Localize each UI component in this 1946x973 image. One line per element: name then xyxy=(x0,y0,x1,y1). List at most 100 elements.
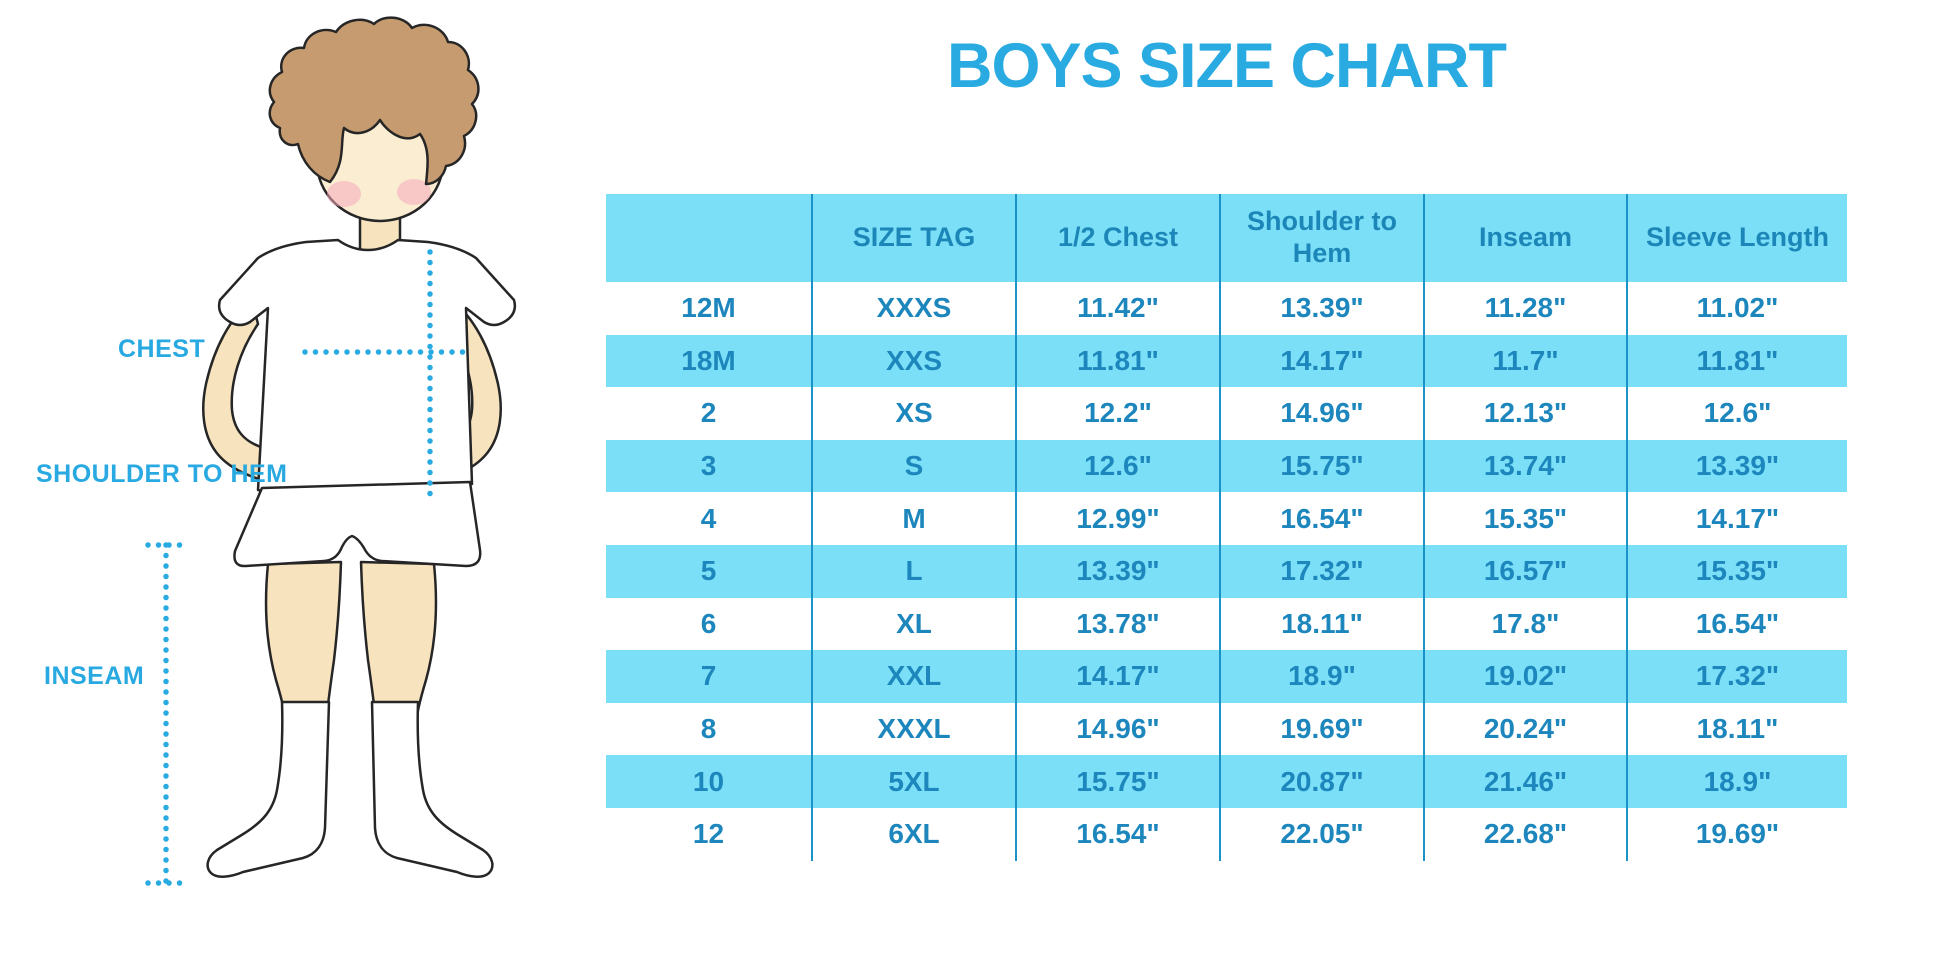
table-cell: 15.75" xyxy=(1015,755,1220,808)
table-cell: XXS xyxy=(811,334,1016,388)
column-header xyxy=(606,194,812,282)
column-header: SIZE TAG xyxy=(811,194,1016,282)
table-cell: 5XL xyxy=(811,755,1016,808)
table-cell: 14.96" xyxy=(1219,387,1424,440)
table-cell: 15.35" xyxy=(1423,492,1627,545)
table-cell: XXXS xyxy=(811,282,1016,335)
table-cell: 20.24" xyxy=(1423,702,1627,756)
table-cell: 12 xyxy=(606,807,812,861)
chest-label: CHEST xyxy=(118,335,206,363)
table-cell: 11.42" xyxy=(1015,282,1220,335)
table-cell: 16.54" xyxy=(1015,807,1220,861)
table-cell: 12.99" xyxy=(1015,492,1220,545)
table-row: 5 L 13.39" 17.32" 16.57" 15.35" xyxy=(606,544,1847,598)
boy-hair xyxy=(268,16,480,186)
table-cell: 12.2" xyxy=(1015,387,1220,440)
table-cell: 11.02" xyxy=(1626,282,1847,335)
table-cell: 2 xyxy=(606,387,812,440)
table-cell: XXXL xyxy=(811,702,1016,756)
table-cell: 16.54" xyxy=(1219,492,1424,545)
table-cell: 17.32" xyxy=(1219,544,1424,598)
table-cell: 13.74" xyxy=(1423,439,1627,493)
table-row: 10 5XL 15.75" 20.87" 21.46" 18.9" xyxy=(606,755,1847,808)
inseam-label: INSEAM xyxy=(44,662,145,690)
size-table: SIZE TAG 1/2 Chest Shoulder to Hem Inseam Sl… xyxy=(606,194,1847,861)
table-row: 8 XXXL 14.96" 19.69" 20.24" 18.11" xyxy=(606,702,1847,756)
table-row: 18M XXS 11.81" 14.17" 11.7" 11.81" xyxy=(606,334,1847,388)
boy-figure: CHEST SHOULDER TO HEM INSEAM xyxy=(0,0,600,973)
table-cell: 16.57" xyxy=(1423,544,1627,598)
table-cell: 18.9" xyxy=(1219,650,1424,703)
table-cell: 18M xyxy=(606,334,812,388)
table-row: 4 M 12.99" 16.54" 15.35" 14.17" xyxy=(606,492,1847,545)
boy-cheek-left xyxy=(327,181,361,207)
table-cell: 11.28" xyxy=(1423,282,1627,335)
table-row: 2 XS 12.2" 14.96" 12.13" 12.6" xyxy=(606,387,1847,440)
table-cell: 5 xyxy=(606,544,812,598)
table-cell: 18.11" xyxy=(1219,597,1424,651)
table-row: 12M XXXS 11.42" 13.39" 11.28" 11.02" xyxy=(606,282,1847,335)
table-cell: 13.39" xyxy=(1219,282,1424,335)
table-cell: XXL xyxy=(811,650,1016,703)
table-cell: 17.8" xyxy=(1423,597,1627,651)
column-header: Sleeve Length xyxy=(1626,194,1847,282)
boy-cheek-right xyxy=(397,179,431,205)
column-header: 1/2 Chest xyxy=(1015,194,1220,282)
table-cell: M xyxy=(811,492,1016,545)
boy-sock-left xyxy=(206,700,331,878)
table-cell: S xyxy=(811,439,1016,493)
table-cell: 12.6" xyxy=(1626,387,1847,440)
table-cell: L xyxy=(811,544,1016,598)
table-cell: 11.81" xyxy=(1626,334,1847,388)
table-cell: 16.54" xyxy=(1626,597,1847,651)
table-cell: 14.17" xyxy=(1015,650,1220,703)
size-table-body: 12M XXXS 11.42" 13.39" 11.28" 11.02" 18M XXS 11.… xyxy=(606,282,1847,861)
table-cell: 15.75" xyxy=(1219,439,1424,493)
table-cell: 14.96" xyxy=(1015,702,1220,756)
table-cell: 19.69" xyxy=(1219,702,1424,756)
table-cell: 15.35" xyxy=(1626,544,1847,598)
table-cell: XS xyxy=(811,387,1016,440)
table-cell: 3 xyxy=(606,439,812,493)
table-cell: 12M xyxy=(606,282,812,335)
table-cell: 22.68" xyxy=(1423,807,1627,861)
table-cell: 14.17" xyxy=(1219,334,1424,388)
table-cell: 10 xyxy=(606,755,812,808)
table-cell: 18.9" xyxy=(1626,755,1847,808)
header-row: SIZE TAG 1/2 Chest Shoulder to Hem Inseam Sl… xyxy=(606,194,1847,282)
table-cell: 6XL xyxy=(811,807,1016,861)
table-cell: 14.17" xyxy=(1626,492,1847,545)
table-cell: 19.02" xyxy=(1423,650,1627,703)
boy-measurement-illustration xyxy=(145,16,517,886)
table-cell: 8 xyxy=(606,702,812,756)
table-cell: 21.46" xyxy=(1423,755,1627,808)
boy-sock-right xyxy=(370,700,494,878)
table-row: 7 XXL 14.17" 18.9" 19.02" 17.32" xyxy=(606,650,1847,703)
column-header: Inseam xyxy=(1423,194,1627,282)
page-title: BOYS SIZE CHART xyxy=(946,31,1507,101)
boy-shorts xyxy=(233,480,482,568)
table-cell: 19.69" xyxy=(1626,807,1847,861)
table-cell: 11.7" xyxy=(1423,334,1627,388)
size-table-container: SIZE TAG 1/2 Chest Shoulder to Hem Inseam Sl… xyxy=(606,194,1847,861)
table-row: 6 XL 13.78" 18.11" 17.8" 16.54" xyxy=(606,597,1847,651)
shoulder-to-hem-label: SHOULDER TO HEM xyxy=(36,460,288,488)
table-row: 12 6XL 16.54" 22.05" 22.68" 19.69" xyxy=(606,807,1847,861)
column-header: Shoulder to Hem xyxy=(1219,194,1424,282)
table-cell: 12.13" xyxy=(1423,387,1627,440)
table-row: 3 S 12.6" 15.75" 13.74" 13.39" xyxy=(606,439,1847,493)
table-cell: 11.81" xyxy=(1015,334,1220,388)
table-cell: 13.39" xyxy=(1626,439,1847,493)
table-cell: 6 xyxy=(606,597,812,651)
table-cell: 13.78" xyxy=(1015,597,1220,651)
table-cell: 20.87" xyxy=(1219,755,1424,808)
table-cell: 22.05" xyxy=(1219,807,1424,861)
table-cell: XL xyxy=(811,597,1016,651)
table-cell: 7 xyxy=(606,650,812,703)
table-cell: 17.32" xyxy=(1626,650,1847,703)
table-cell: 13.39" xyxy=(1015,544,1220,598)
table-cell: 12.6" xyxy=(1015,439,1220,493)
size-table-header: SIZE TAG 1/2 Chest Shoulder to Hem Inseam Sl… xyxy=(606,194,1847,282)
table-cell: 18.11" xyxy=(1626,702,1847,756)
table-cell: 4 xyxy=(606,492,812,545)
